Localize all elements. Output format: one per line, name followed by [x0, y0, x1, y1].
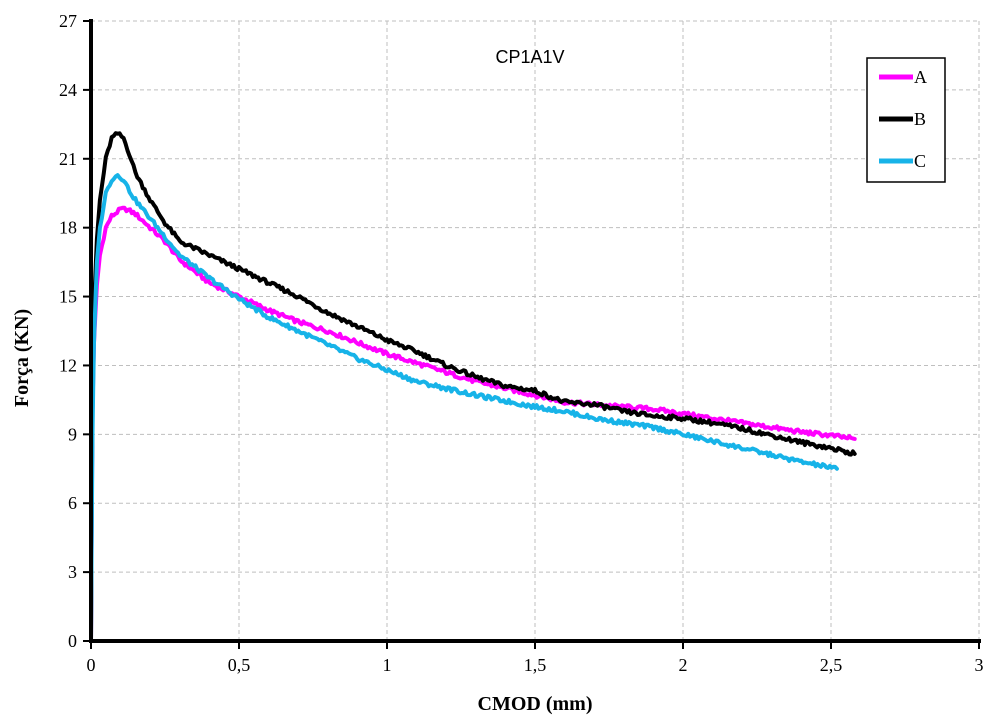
x-tick-label: 2	[679, 655, 688, 675]
y-tick-label: 21	[59, 149, 77, 169]
y-tick-label: 15	[59, 287, 77, 307]
y-tick-label: 3	[68, 562, 77, 582]
legend: A B C	[866, 57, 946, 183]
series-line-b	[89, 131, 857, 643]
series-line-a	[89, 205, 857, 643]
y-tick-label: 27	[59, 11, 77, 31]
x-tick-label: 2,5	[820, 655, 843, 675]
legend-label-c: C	[914, 151, 926, 171]
y-tick-label: 0	[68, 631, 77, 651]
y-tick-label: 6	[68, 493, 77, 513]
y-tick-label: 24	[59, 80, 77, 100]
axes	[83, 19, 981, 649]
x-tick-label: 0	[87, 655, 96, 675]
y-tick-label: 9	[68, 424, 77, 444]
y-tick-label: 12	[59, 355, 77, 375]
grid	[91, 20, 980, 641]
x-tick-label: 1,5	[524, 655, 547, 675]
legend-label-b: B	[914, 109, 926, 129]
tick-labels: 0 0,5 1 1,5 2 2,5 3 0 3 6 9 12 15 18 21 24 27	[59, 11, 984, 675]
x-tick-label: 3	[975, 655, 984, 675]
legend-label-a: A	[914, 67, 927, 87]
y-axis-title: Força (KN)	[11, 309, 33, 407]
y-tick-label: 18	[59, 218, 77, 238]
series-layer	[89, 131, 857, 643]
series-line-c	[89, 173, 839, 643]
x-tick-label: 1	[383, 655, 392, 675]
x-axis-title: CMOD (mm)	[478, 693, 593, 715]
chart-title: CP1A1V	[495, 47, 564, 67]
x-tick-label: 0,5	[228, 655, 251, 675]
